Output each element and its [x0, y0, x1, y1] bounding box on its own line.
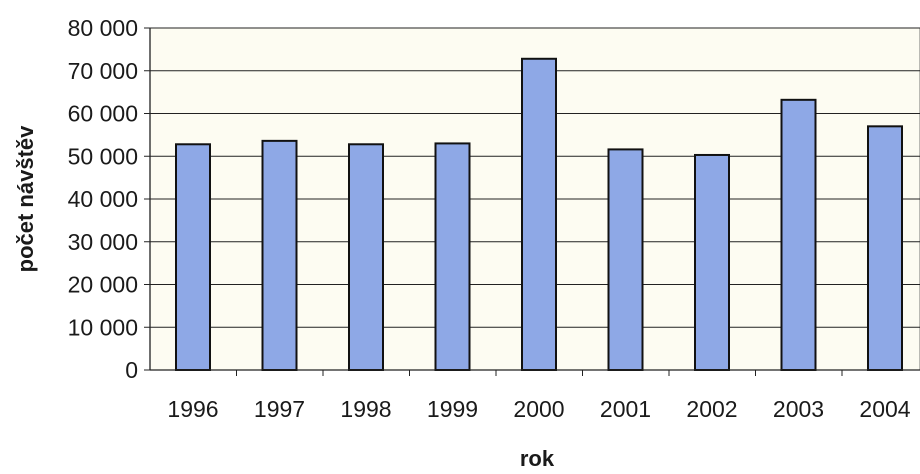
bars: [175, 57, 903, 371]
x-tick-label: 2001: [600, 396, 651, 422]
bar-1996: [175, 143, 211, 371]
x-tick-label: 1999: [427, 396, 478, 422]
bar-1997: [261, 139, 298, 371]
x-tick-labels: 1996 1997 1998 1999 2000 2001 2002 2003 2004: [167, 370, 911, 422]
y-tick-label: 40 000: [68, 186, 138, 212]
x-tick-label: 2004: [859, 396, 910, 422]
x-axis-title: rok: [520, 446, 555, 471]
x-tick-label: 2003: [773, 396, 824, 422]
bar-1999: [434, 142, 471, 371]
y-axis-title: počet návštěv: [13, 125, 38, 272]
x-tick-label: 1998: [340, 396, 391, 422]
y-tick-label: 50 000: [68, 143, 138, 169]
y-tick-label: 60 000: [68, 101, 138, 127]
y-tick-label: 20 000: [68, 272, 138, 298]
y-tick-label: 70 000: [68, 58, 138, 84]
y-tick-labels: 0 10 000 20 000 30 000 40 000 50 000 60 000 70 …: [68, 15, 150, 383]
bar-1998: [348, 143, 384, 371]
bar-2001: [607, 148, 644, 371]
bar-2000: [521, 57, 557, 371]
bar-2002: [694, 153, 730, 371]
y-tick-label: 10 000: [68, 314, 138, 340]
x-tick-label: 2000: [513, 396, 564, 422]
x-tick-label: 2002: [686, 396, 737, 422]
y-tick-label: 80 000: [68, 15, 138, 41]
bar-2004: [867, 125, 903, 371]
y-tick-label: 30 000: [68, 229, 138, 255]
bar-2003: [780, 98, 817, 371]
x-tick-label: 1996: [167, 396, 218, 422]
y-tick-label: 0: [125, 357, 138, 383]
x-tick-label: 1997: [254, 396, 305, 422]
